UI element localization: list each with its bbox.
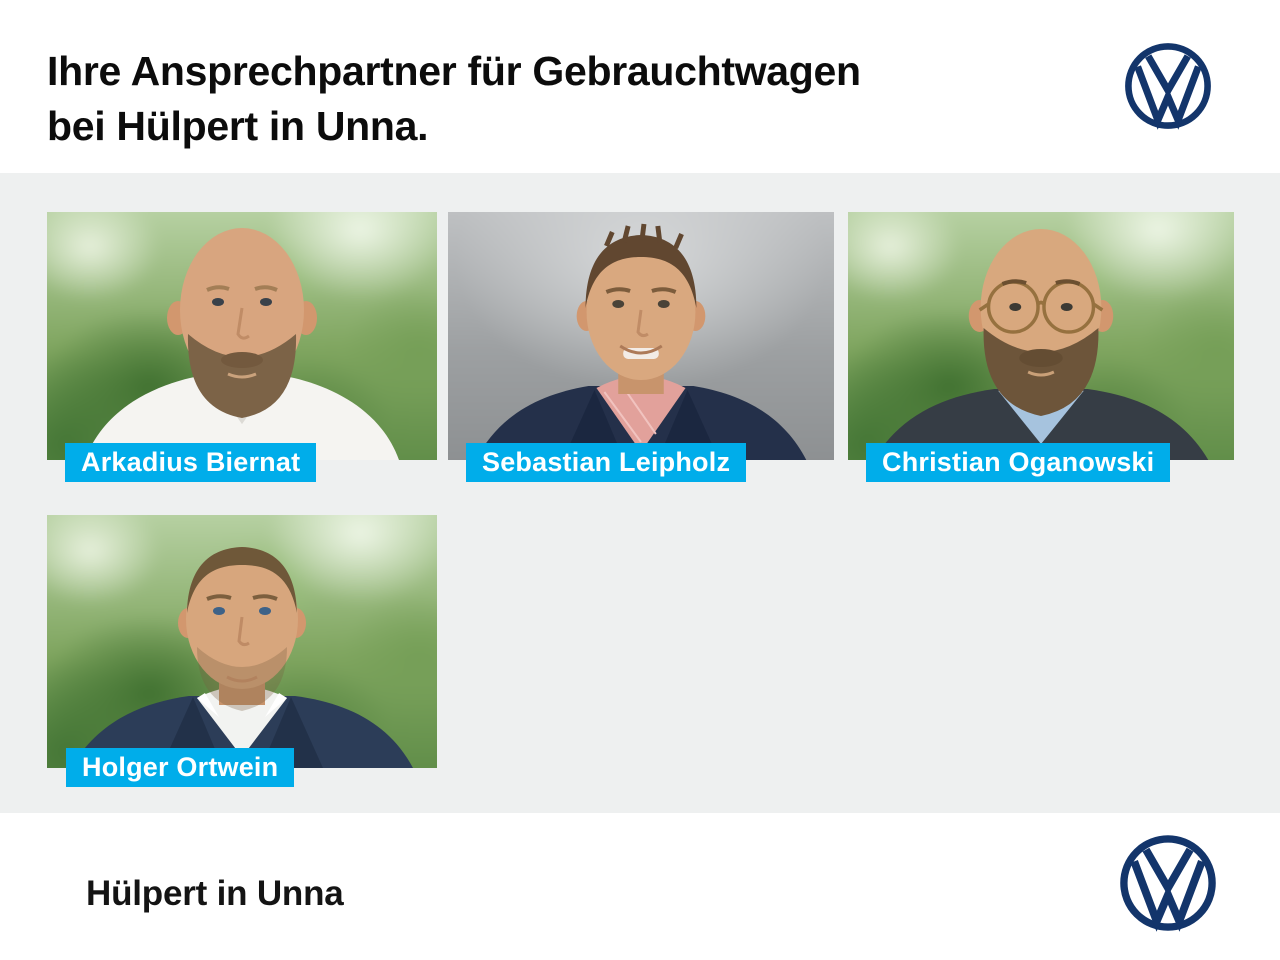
portrait-photo-arkadius (47, 212, 437, 460)
team-card: Christian Oganowski (848, 212, 1234, 482)
name-tag: Holger Ortwein (66, 748, 295, 787)
name-tag: Christian Oganowski (866, 443, 1171, 482)
portrait-photo-christian (848, 212, 1234, 460)
header-band (0, 0, 1280, 173)
team-card: Arkadius Biernat (47, 212, 437, 482)
person-illustration (85, 228, 399, 460)
portrait-photo-holger (47, 515, 437, 768)
person-name: Sebastian Leipholz (482, 447, 731, 477)
person-name: Holger Ortwein (82, 752, 279, 782)
footer-band (0, 813, 1280, 960)
person-illustration (71, 547, 413, 768)
page-title: Ihre Ansprechpartner für Gebrauchtwagen … (47, 44, 947, 154)
vw-logo-icon (1124, 42, 1212, 130)
person-name: Arkadius Biernat (81, 447, 301, 477)
page-title-line1: Ihre Ansprechpartner für Gebrauchtwagen (47, 48, 861, 94)
page-title-line2: bei Hülpert in Unna. (47, 103, 429, 149)
team-card: Holger Ortwein (47, 515, 437, 787)
person-name: Christian Oganowski (882, 447, 1155, 477)
name-tag: Arkadius Biernat (65, 443, 317, 482)
person-illustration (475, 223, 807, 460)
vw-logo-icon (1119, 834, 1217, 932)
person-illustration (873, 229, 1209, 460)
name-tag: Sebastian Leipholz (466, 443, 747, 482)
team-card: Sebastian Leipholz (448, 212, 834, 482)
dealer-name: Hülpert in Unna (86, 874, 344, 913)
portrait-photo-sebastian (448, 212, 834, 460)
